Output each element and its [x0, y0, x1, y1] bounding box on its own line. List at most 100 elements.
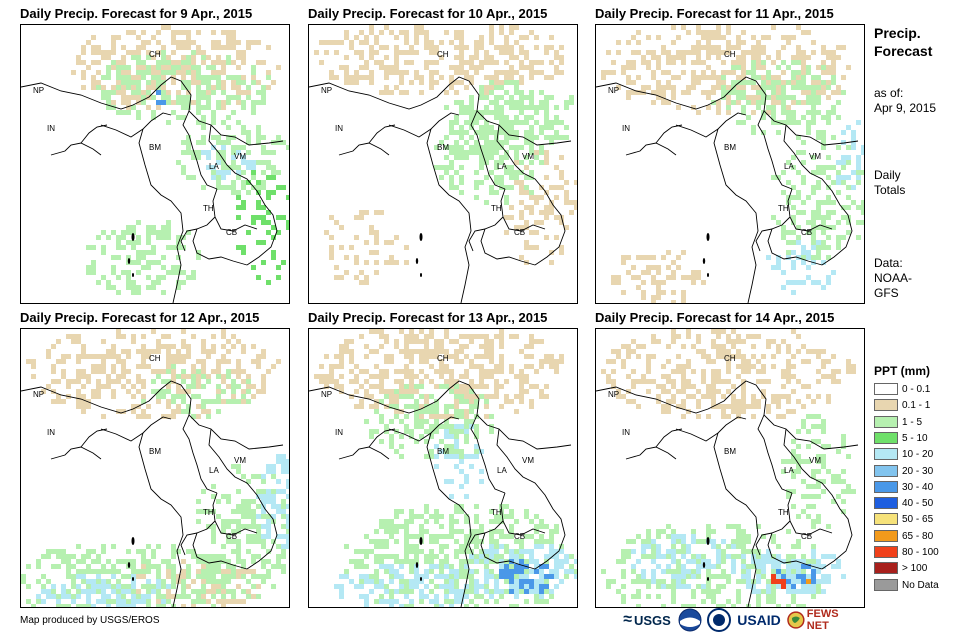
legend-item: 65 - 80 [874, 529, 934, 543]
legend-label: 30 - 40 [902, 481, 934, 493]
legend-swatch [874, 383, 898, 395]
country-label-la: LA [497, 162, 507, 171]
legend-label: 0 - 0.1 [902, 384, 931, 395]
legend-swatch [874, 480, 898, 493]
precip-map: CH NP IN BM LA VM TH CB [308, 328, 578, 608]
legend-item: 50 - 65 [874, 513, 933, 526]
country-label-la: LA [209, 466, 219, 475]
usgs-logo: ≈ USGS [618, 607, 676, 633]
forecast-panel: Daily Precip. Forecast for 10 Apr., 2015… [308, 6, 578, 304]
country-label-cb: CB [226, 228, 237, 237]
legend-swatch [874, 431, 898, 444]
country-label-bm: BM [149, 143, 161, 152]
country-label-bm: BM [437, 143, 449, 152]
legend-label: 5 - 10 [902, 432, 928, 444]
country-label-np: NP [608, 86, 619, 95]
country-label-cb: CB [514, 228, 525, 237]
country-label-ch: CH [149, 50, 161, 59]
country-label-th: TH [203, 204, 214, 213]
country-label-in: IN [47, 428, 55, 437]
precip-map: CH NP IN BM LA VM TH CB [595, 328, 865, 608]
country-label-la: LA [497, 466, 507, 475]
legend-item: 30 - 40 [874, 480, 934, 494]
precip-field [314, 329, 577, 607]
precip-field [601, 25, 864, 303]
panel-title: Daily Precip. Forecast for 10 Apr., 2015 [308, 6, 548, 21]
side-title-line2: Forecast [874, 43, 933, 59]
side-title-line1: Precip. [874, 25, 921, 41]
forecast-panel: Daily Precip. Forecast for 14 Apr., 2015… [595, 310, 865, 608]
legend-swatch [874, 529, 898, 542]
legend-swatch [874, 513, 898, 526]
country-label-in: IN [622, 124, 630, 133]
country-label-cb: CB [226, 532, 237, 541]
legend-label: 0.1 - 1 [902, 400, 931, 412]
daily-line2: Totals [874, 183, 906, 197]
legend-label: > 100 [902, 563, 928, 575]
legend-label: 65 - 80 [902, 530, 934, 542]
data-line2: NOAA- [874, 271, 913, 285]
panel-title: Daily Precip. Forecast for 12 Apr., 2015 [20, 310, 260, 325]
panel-title: Daily Precip. Forecast for 11 Apr., 2015 [595, 6, 834, 21]
country-label-th: TH [778, 204, 789, 213]
country-label-th: TH [491, 204, 502, 213]
panel-title: Daily Precip. Forecast for 9 Apr., 2015 [20, 6, 253, 21]
usaid-logo: USAID [733, 607, 785, 633]
legend-item: 0 - 0.1 [874, 383, 930, 396]
country-borders [309, 380, 572, 607]
country-label-cb: CB [801, 532, 812, 541]
forecast-panel: Daily Precip. Forecast for 11 Apr., 2015… [595, 6, 865, 304]
as-of-label: as of: [874, 86, 904, 100]
as-of-value: Apr 9, 2015 [874, 101, 937, 115]
country-label-np: NP [33, 390, 44, 399]
country-label-th: TH [203, 508, 214, 517]
legend-swatch [874, 578, 898, 591]
side-title: Precip. Forecast [874, 24, 932, 60]
legend-label: 1 - 5 [902, 416, 923, 428]
noaa-emblem-icon [678, 608, 702, 632]
legend-item: 5 - 10 [874, 431, 928, 445]
country-label-vm: VM [234, 456, 246, 465]
country-label-la: LA [784, 466, 794, 475]
country-label-vm: VM [522, 456, 534, 465]
country-borders [596, 76, 859, 303]
country-label-in: IN [335, 428, 343, 437]
country-label-in: IN [335, 124, 343, 133]
map-canvas: CH NP IN BM LA VM TH CB [596, 329, 859, 607]
country-label-cb: CB [801, 228, 812, 237]
country-label-vm: VM [809, 152, 821, 161]
precip-map: CH NP IN BM LA VM TH CB [308, 24, 578, 304]
legend-swatch [874, 464, 898, 477]
country-label-cb: CB [514, 532, 525, 541]
legend-item: 10 - 20 [874, 448, 933, 461]
country-label-ch: CH [724, 50, 736, 59]
legend-label: 20 - 30 [902, 465, 934, 477]
panel-title: Daily Precip. Forecast for 13 Apr., 2015 [308, 310, 548, 325]
precip-field [21, 329, 289, 607]
daily-totals-note: Daily Totals [874, 168, 905, 198]
country-label-bm: BM [724, 143, 736, 152]
usaid-seal [707, 607, 731, 633]
country-borders [21, 380, 284, 607]
country-label-vm: VM [809, 456, 821, 465]
country-label-bm: BM [437, 447, 449, 456]
forecast-panel: Daily Precip. Forecast for 9 Apr., 2015 C… [20, 6, 290, 304]
legend-swatch [874, 415, 898, 428]
legend-item: > 100 [874, 562, 927, 575]
map-canvas: CH NP IN BM LA VM TH CB [596, 25, 864, 303]
data-line1: Data: [874, 256, 903, 270]
country-label-in: IN [622, 428, 630, 437]
legend-label: 10 - 20 [902, 449, 934, 461]
country-label-ch: CH [724, 354, 736, 363]
country-label-ch: CH [149, 354, 161, 363]
data-line3: GFS [874, 286, 899, 300]
legend-item: 40 - 50 [874, 497, 933, 510]
map-canvas: CH NP IN BM LA VM TH CB [21, 329, 289, 607]
legend-swatch [874, 562, 898, 575]
legend-swatch [874, 448, 898, 461]
forecast-panel: Daily Precip. Forecast for 12 Apr., 2015… [20, 310, 290, 608]
data-source: Data: NOAA- GFS [874, 256, 912, 301]
legend-label: No Data [902, 579, 939, 591]
legend-item: 20 - 30 [874, 464, 934, 478]
legend-item: No Data [874, 578, 939, 592]
